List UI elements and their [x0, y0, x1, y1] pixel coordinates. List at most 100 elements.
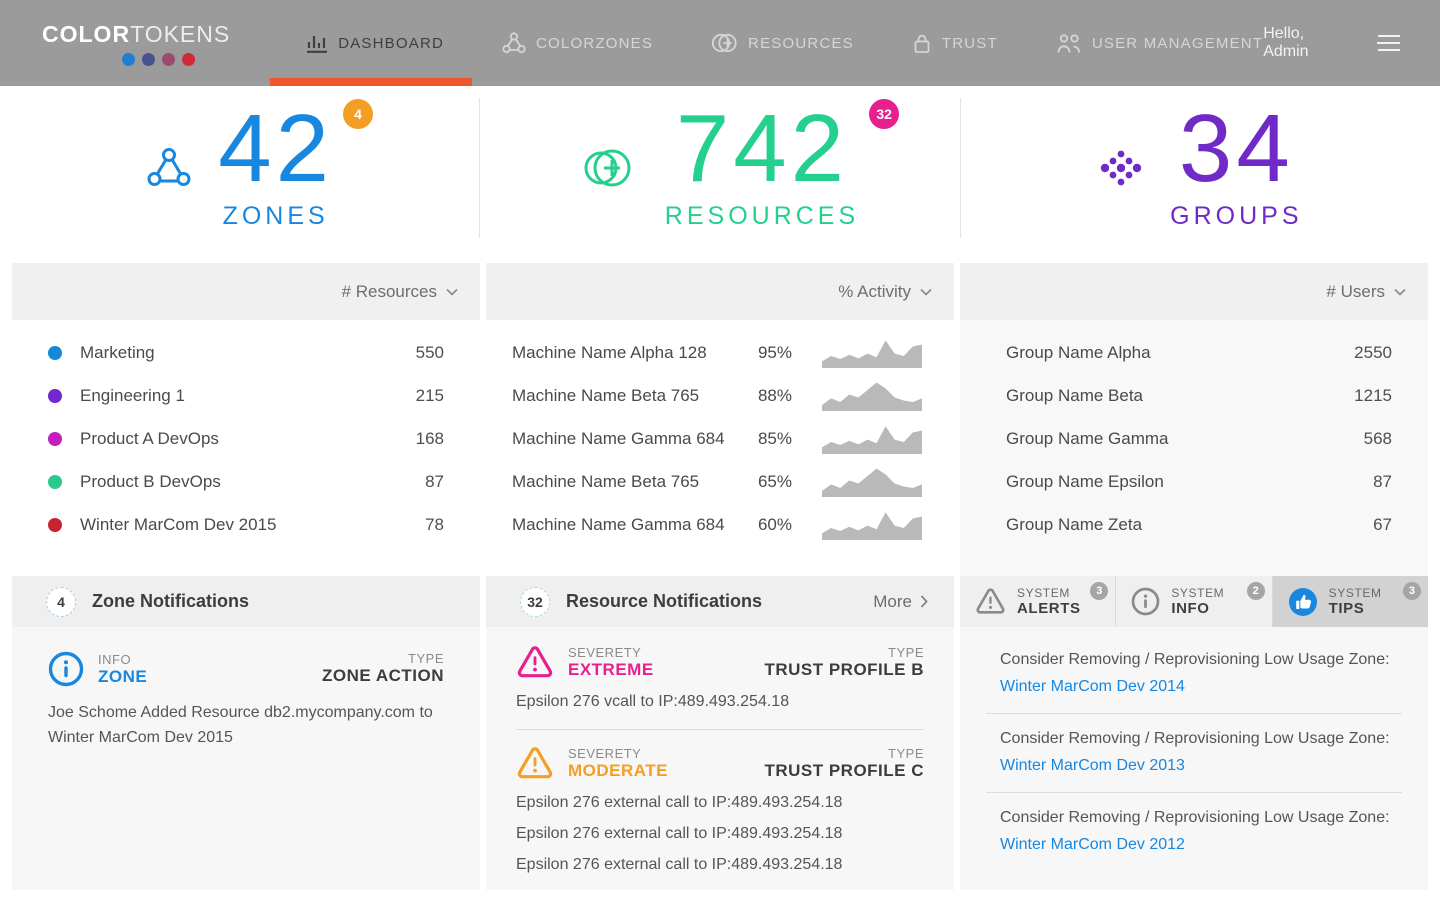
chevron-down-icon — [1394, 288, 1406, 296]
machine-row[interactable]: Machine Name Beta 765 88% — [486, 374, 954, 417]
zone-resource-count: 550 — [416, 343, 444, 363]
type-value: ZONE ACTION — [322, 666, 444, 686]
resources-sort-dropdown[interactable]: % Activity — [486, 263, 954, 320]
zone-row[interactable]: Winter MarCom Dev 2015 78 — [12, 503, 480, 546]
zone-color-dot — [48, 389, 62, 403]
tab-system-info[interactable]: SYSTEM INFO 2 — [1116, 576, 1272, 627]
tab-system-alerts[interactable]: SYSTEM ALERTS 3 — [960, 576, 1116, 627]
lock-icon — [912, 32, 932, 54]
group-row[interactable]: Group Name Epsilon 87 — [960, 460, 1428, 503]
zone-name: Product A DevOps — [80, 429, 398, 449]
zone-name: Engineering 1 — [80, 386, 398, 406]
bar-chart-icon — [306, 33, 328, 53]
machine-name: Machine Name Gamma 684 — [512, 429, 742, 449]
menu-icon[interactable] — [1376, 34, 1402, 52]
machine-row[interactable]: Machine Name Gamma 684 85% — [486, 417, 954, 460]
zone-row[interactable]: Product B DevOps 87 — [12, 460, 480, 503]
machine-row[interactable]: Machine Name Alpha 128 95% — [486, 331, 954, 374]
resources-stat-main: 742 32 RESOURCES — [665, 105, 859, 230]
warning-triangle-icon — [975, 588, 1006, 616]
resources-badge[interactable]: 32 — [869, 99, 899, 129]
resource-notifications-title: Resource Notifications — [566, 591, 762, 612]
tab-line1: SYSTEM — [1329, 586, 1382, 600]
nav-item-user-management[interactable]: USER MANAGEMENT — [1056, 0, 1263, 86]
zone-notifications-count-badge: 4 — [46, 587, 76, 617]
group-row[interactable]: Group Name Alpha 2550 — [960, 331, 1428, 374]
zone-color-dot — [48, 518, 62, 532]
nav-item-trust[interactable]: TRUST — [912, 0, 998, 86]
logo-dot — [142, 53, 155, 66]
groups-sort-label: # Users — [1326, 282, 1385, 302]
system-tips-body: Consider Removing / Reprovisioning Low U… — [960, 627, 1428, 890]
group-user-count: 1215 — [1354, 386, 1392, 406]
groups-stat-main: 34 GROUPS — [1170, 105, 1302, 230]
thumbs-up-icon — [1288, 587, 1318, 617]
group-name: Group Name Alpha — [1006, 343, 1354, 363]
zones-stat[interactable]: 42 4 ZONES — [0, 98, 479, 238]
tab-line2: ALERTS — [1017, 600, 1081, 617]
zones-panel: # Resources Marketing 550 Engineering 1 … — [12, 263, 480, 890]
zone-color-dot — [48, 475, 62, 489]
severity-value: MODERATE — [568, 761, 668, 781]
groups-stat[interactable]: 34 GROUPS — [960, 98, 1440, 238]
tip-zone-link[interactable]: Winter MarCom Dev 2014 — [986, 678, 1185, 696]
group-user-count: 87 — [1373, 472, 1392, 492]
dashboard-columns: # Resources Marketing 550 Engineering 1 … — [0, 263, 1440, 890]
tip-zone-link[interactable]: Winter MarCom Dev 2012 — [986, 836, 1185, 854]
zones-sort-dropdown[interactable]: # Resources — [12, 263, 480, 320]
nav-right: Hello, Admin — [1263, 25, 1402, 61]
top-nav: COLORTOKENS DASHBOARD — [0, 0, 1440, 86]
zone-row[interactable]: Product A DevOps 168 — [12, 417, 480, 460]
zone-name: Marketing — [80, 343, 398, 363]
chevron-down-icon — [446, 288, 458, 296]
colortokens-logo[interactable]: COLORTOKENS — [42, 21, 306, 66]
tab-system-tips[interactable]: SYSTEM TIPS 3 — [1273, 576, 1428, 627]
severity-value: EXTREME — [568, 660, 654, 680]
group-row[interactable]: Group Name Beta 1215 — [960, 374, 1428, 417]
chevron-down-icon — [920, 288, 932, 296]
notification-line: Epsilon 276 external call to IP:489.493.… — [516, 825, 924, 843]
groups-sort-dropdown[interactable]: # Users — [960, 263, 1428, 320]
group-name: Group Name Zeta — [1006, 515, 1373, 535]
groups-panel: # Users Group Name Alpha 2550 Group Name… — [960, 263, 1428, 890]
zone-row[interactable]: Marketing 550 — [12, 331, 480, 374]
machine-row[interactable]: Machine Name Gamma 684 60% — [486, 503, 954, 546]
info-value: ZONE — [98, 667, 147, 687]
machine-row[interactable]: Machine Name Beta 765 65% — [486, 460, 954, 503]
nav-item-dashboard[interactable]: DASHBOARD — [306, 0, 444, 86]
groups-label: GROUPS — [1170, 202, 1302, 231]
tab-line2: TIPS — [1329, 600, 1382, 617]
activity-sparkline — [822, 338, 922, 368]
tab-badge: 3 — [1090, 582, 1108, 600]
zones-badge[interactable]: 4 — [343, 99, 373, 129]
nav-item-resources[interactable]: RESOURCES — [711, 0, 854, 86]
more-label: More — [873, 592, 912, 612]
zone-row[interactable]: Engineering 1 215 — [12, 374, 480, 417]
group-name: Group Name Gamma — [1006, 429, 1364, 449]
resource-notification: SEVERETY EXTREME TYPE TRUST PROFILE B Ep… — [516, 645, 924, 711]
resource-notifications-header: 32 Resource Notifications More — [486, 576, 954, 627]
group-row[interactable]: Group Name Zeta 67 — [960, 503, 1428, 546]
zone-resource-count: 168 — [416, 429, 444, 449]
resource-notifications-more[interactable]: More — [873, 592, 928, 612]
logo-dot — [122, 53, 135, 66]
tab-badge: 2 — [1247, 582, 1265, 600]
main-nav: DASHBOARD COLORZONES RES — [306, 0, 1263, 86]
cluster-icon — [502, 32, 526, 54]
resources-stat[interactable]: 742 32 RESOURCES — [479, 98, 959, 238]
machine-activity-pct: 88% — [742, 386, 792, 406]
groups-dots-icon — [1098, 147, 1144, 189]
notification-line: Epsilon 276 external call to IP:489.493.… — [516, 794, 924, 812]
zones-count: 42 — [218, 105, 333, 193]
machine-activity-pct: 65% — [742, 472, 792, 492]
zone-resource-count: 215 — [416, 386, 444, 406]
tip-zone-link[interactable]: Winter MarCom Dev 2013 — [986, 757, 1185, 775]
divider — [986, 792, 1402, 793]
nav-item-colorzones[interactable]: COLORZONES — [502, 0, 653, 86]
machine-name: Machine Name Beta 765 — [512, 386, 742, 406]
tab-line1: SYSTEM — [1171, 586, 1224, 600]
machine-name: Machine Name Beta 765 — [512, 472, 742, 492]
group-user-count: 67 — [1373, 515, 1392, 535]
group-row[interactable]: Group Name Gamma 568 — [960, 417, 1428, 460]
logo-dot — [162, 53, 175, 66]
